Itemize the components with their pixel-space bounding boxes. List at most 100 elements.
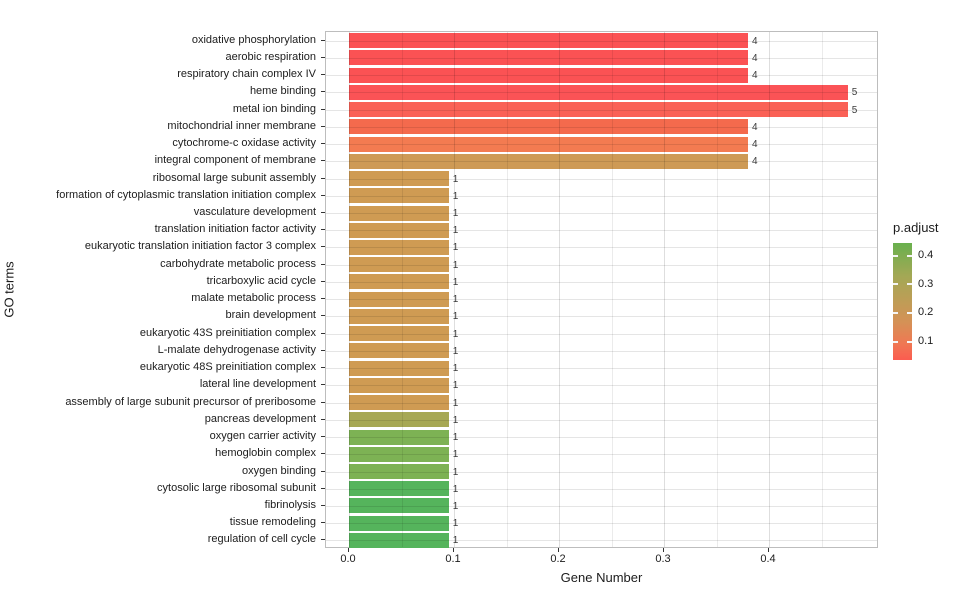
y-tick-mark — [321, 418, 325, 420]
bar — [349, 33, 748, 49]
x-axis-title: Gene Number — [560, 570, 643, 585]
bar-value-label: 1 — [452, 311, 459, 323]
bar-value-label: 1 — [452, 242, 459, 254]
y-axis-label: fibrinolysis — [264, 498, 316, 511]
bar — [349, 343, 449, 359]
bar — [349, 102, 848, 118]
y-tick-mark — [321, 91, 325, 93]
gridline-horizontal — [326, 333, 877, 335]
gridline-horizontal — [326, 488, 877, 490]
legend-tick-label: 0.2 — [918, 306, 934, 319]
bar — [349, 239, 449, 255]
legend-tick-mark — [907, 254, 912, 257]
gridline-horizontal — [326, 505, 877, 507]
y-axis-label: eukaryotic 43S preinitiation complex — [139, 326, 316, 339]
y-tick-mark — [321, 263, 325, 265]
y-axis-label: respiratory chain complex IV — [177, 68, 316, 81]
bar — [349, 308, 449, 324]
bar-value-label: 1 — [452, 449, 459, 461]
bar — [349, 50, 748, 66]
y-axis-label: regulation of cell cycle — [207, 533, 316, 546]
gridline-horizontal — [326, 540, 877, 542]
bar-value-label: 5 — [851, 87, 858, 99]
y-tick-mark — [321, 522, 325, 524]
y-axis-label: lateral line development — [199, 378, 316, 391]
gridline-vertical-minor — [821, 32, 823, 547]
gridline-horizontal — [326, 144, 877, 145]
gridline-horizontal — [326, 40, 877, 42]
bar — [349, 136, 748, 152]
gridline-horizontal — [326, 299, 877, 301]
bar — [349, 188, 449, 204]
x-tick-label: 0.0 — [340, 553, 356, 565]
bar — [349, 67, 748, 83]
y-tick-mark — [321, 212, 325, 213]
y-axis-label: eukaryotic translation initiation factor… — [84, 240, 316, 253]
bar — [349, 257, 449, 273]
bar-value-label: 4 — [752, 52, 758, 64]
y-tick-mark — [321, 401, 325, 403]
bar — [349, 377, 449, 393]
y-tick-mark — [321, 315, 325, 317]
gridline-horizontal — [326, 471, 877, 473]
y-axis-label: carbohydrate metabolic process — [160, 257, 316, 270]
legend-tick-mark — [907, 283, 912, 286]
y-tick-mark — [321, 229, 325, 231]
y-tick-mark — [321, 39, 325, 41]
legend-tick-label: 0.3 — [918, 277, 934, 290]
y-tick-mark — [321, 108, 325, 110]
y-tick-mark — [321, 367, 325, 369]
x-tick-label: 0.2 — [550, 553, 566, 565]
x-tick-label: 0.4 — [760, 553, 776, 565]
bar — [349, 84, 848, 100]
bar-value-label: 1 — [452, 432, 459, 443]
legend-tick-label: 0.1 — [918, 335, 934, 347]
gridline-vertical-major — [769, 32, 770, 547]
bar — [349, 515, 449, 531]
y-tick-mark — [321, 539, 325, 541]
y-axis-label: heme binding — [249, 85, 316, 98]
bar-value-label: 4 — [752, 139, 758, 150]
bar-value-label: 1 — [452, 208, 459, 219]
y-tick-mark — [321, 74, 325, 76]
y-axis-label: translation initiation factor activity — [154, 223, 316, 236]
y-axis-label: L-malate dehydrogenase activity — [157, 343, 316, 356]
gridline-horizontal — [326, 75, 877, 77]
gridline-horizontal — [326, 247, 877, 249]
legend-title: p.adjust — [893, 220, 939, 235]
y-tick-mark — [321, 143, 325, 144]
y-axis-label: formation of cytoplasmic translation ini… — [56, 188, 316, 201]
bar-value-label: 1 — [452, 363, 459, 375]
bar — [349, 326, 449, 342]
bar — [349, 498, 449, 514]
y-tick-mark — [321, 160, 325, 162]
y-axis-label: mitochondrial inner membrane — [167, 119, 316, 132]
y-axis-title: GO terms — [1, 261, 17, 318]
bar-value-label: 1 — [452, 518, 459, 530]
y-axis-label: vasculature development — [193, 206, 316, 218]
legend-tick-mark — [907, 311, 912, 314]
y-axis-label: oxygen binding — [241, 464, 316, 477]
legend-tick-mark — [893, 283, 898, 286]
y-tick-mark — [321, 125, 325, 127]
y-tick-mark — [321, 332, 325, 334]
bar — [349, 360, 449, 376]
gridline-vertical-major — [454, 32, 455, 547]
x-tick-mark — [348, 548, 349, 552]
gridline-horizontal — [326, 281, 877, 283]
bar-value-label: 4 — [752, 156, 758, 168]
gridline-horizontal — [326, 402, 877, 404]
bar-value-label: 1 — [452, 328, 459, 340]
gridline-horizontal — [326, 92, 877, 94]
y-axis-label: metal ion binding — [232, 102, 316, 115]
bar — [349, 274, 449, 290]
gridline-horizontal — [326, 57, 877, 59]
y-tick-mark — [321, 453, 325, 455]
bar — [349, 119, 748, 135]
gridline-vertical-minor — [716, 32, 718, 547]
y-tick-mark — [321, 504, 325, 506]
legend-tick-mark — [907, 340, 912, 343]
y-tick-mark — [321, 298, 325, 300]
plot-panel: 4 4 4 5 5 4 4 4 1 1 1 1 1 1 1 1 1 1 1 1 1 1 1 1 1 1 1 1 1 1 — [325, 31, 878, 548]
bar-value-label: 1 — [452, 380, 459, 392]
